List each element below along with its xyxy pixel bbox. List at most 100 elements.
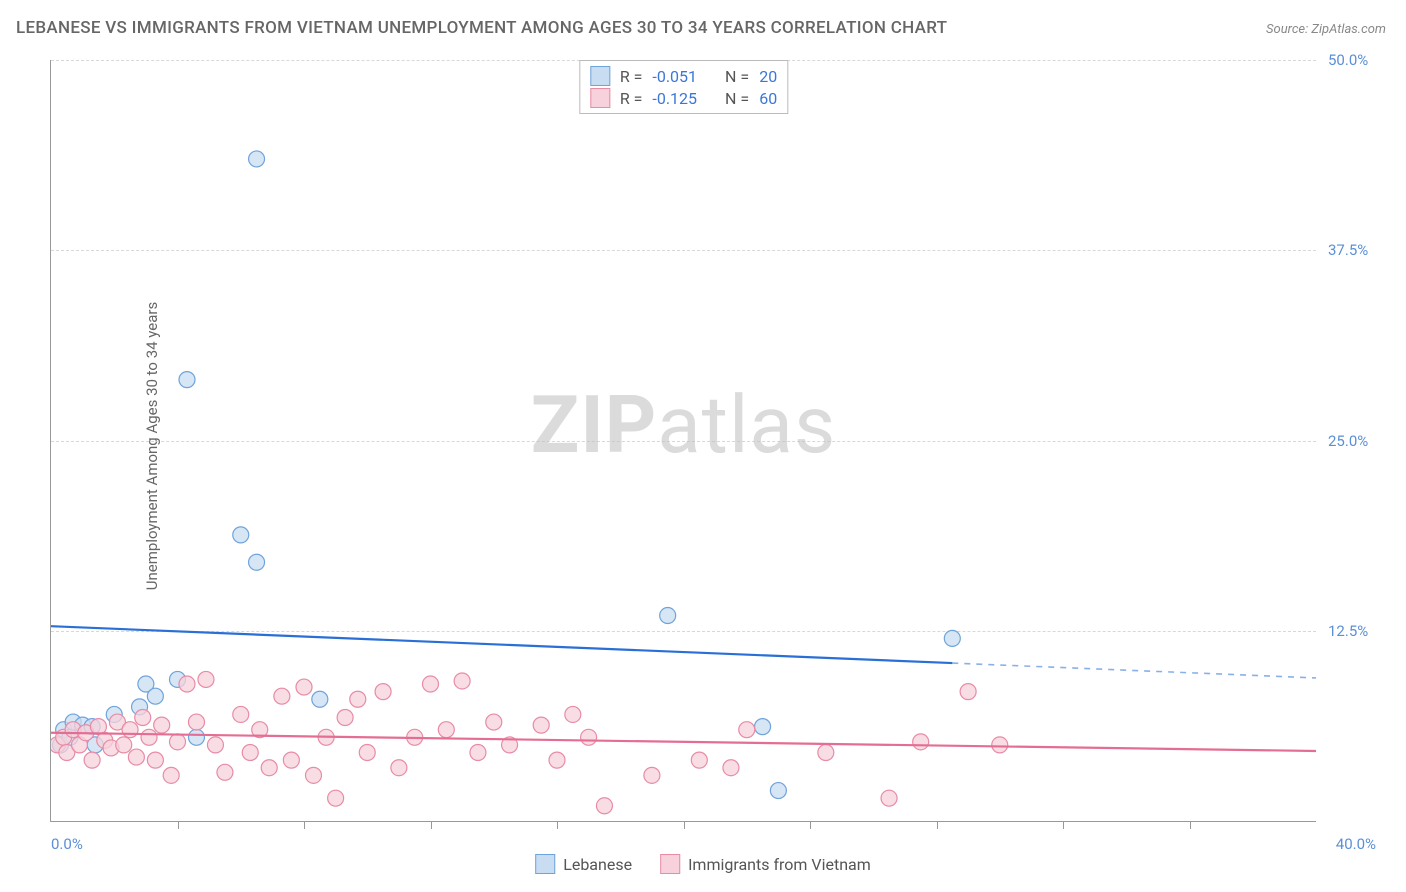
data-point — [283, 752, 299, 768]
y-tick-label: 50.0% — [1328, 51, 1388, 69]
data-point — [337, 710, 353, 726]
swatch-vietnam — [660, 854, 680, 874]
r-label: R = — [620, 67, 643, 86]
x-tick — [178, 821, 179, 829]
data-point — [596, 798, 612, 814]
x-tick — [1190, 821, 1191, 829]
data-point — [391, 760, 407, 776]
data-point — [739, 722, 755, 738]
y-tick-label: 37.5% — [1328, 241, 1388, 259]
data-point — [660, 608, 676, 624]
chart-title: LEBANESE VS IMMIGRANTS FROM VIETNAM UNEM… — [16, 18, 947, 38]
data-point — [188, 714, 204, 730]
data-point — [438, 722, 454, 738]
data-point — [375, 684, 391, 700]
data-point — [249, 151, 265, 167]
data-point — [723, 760, 739, 776]
stats-legend-row: R = -0.051 N = 20 — [590, 65, 777, 87]
legend-label: Immigrants from Vietnam — [688, 855, 871, 874]
data-point — [944, 630, 960, 646]
data-point — [913, 734, 929, 750]
x-tick — [304, 821, 305, 829]
y-tick-label: 12.5% — [1328, 622, 1388, 640]
data-point — [188, 729, 204, 745]
legend-item: Immigrants from Vietnam — [660, 854, 871, 874]
data-point — [147, 688, 163, 704]
data-point — [116, 737, 132, 753]
x-tick — [937, 821, 938, 829]
data-point — [770, 783, 786, 799]
stats-legend-row: R = -0.125 N = 60 — [590, 87, 777, 109]
n-label: N = — [725, 89, 749, 108]
data-point — [163, 767, 179, 783]
data-point — [960, 684, 976, 700]
swatch-lebanese — [535, 854, 555, 874]
data-point — [305, 767, 321, 783]
data-point — [170, 734, 186, 750]
data-point — [350, 691, 366, 707]
legend-label: Lebanese — [563, 855, 632, 874]
data-point — [261, 760, 277, 776]
data-point — [274, 688, 290, 704]
data-point — [233, 706, 249, 722]
data-point — [328, 790, 344, 806]
data-point — [207, 737, 223, 753]
x-tick — [684, 821, 685, 829]
swatch-series-0 — [590, 66, 610, 86]
legend-item: Lebanese — [535, 854, 632, 874]
r-label: R = — [620, 89, 643, 108]
r-value-1: -0.125 — [652, 89, 697, 108]
data-point — [454, 673, 470, 689]
data-point — [486, 714, 502, 730]
data-point — [198, 671, 214, 687]
x-tick-label: 0.0% — [51, 835, 83, 853]
plot-area: ZIPatlas R = -0.051 N = 20 R = -0.125 N … — [50, 60, 1316, 822]
data-point — [217, 764, 233, 780]
n-value-1: 60 — [759, 89, 777, 108]
plot-svg — [51, 60, 1316, 821]
data-point — [691, 752, 707, 768]
data-point — [154, 717, 170, 733]
data-point — [249, 554, 265, 570]
x-tick — [431, 821, 432, 829]
data-point — [122, 722, 138, 738]
data-point — [581, 729, 597, 745]
data-point — [992, 737, 1008, 753]
x-tick-label: 40.0% — [1336, 835, 1376, 853]
data-point — [84, 752, 100, 768]
data-point — [242, 745, 258, 761]
trend-line-extrapolated — [952, 663, 1316, 678]
data-point — [755, 719, 771, 735]
correlation-chart: LEBANESE VS IMMIGRANTS FROM VIETNAM UNEM… — [0, 0, 1406, 892]
data-point — [818, 745, 834, 761]
x-tick — [557, 821, 558, 829]
data-point — [312, 691, 328, 707]
series-legend: Lebanese Immigrants from Vietnam — [535, 854, 871, 874]
trend-line — [51, 733, 1316, 751]
n-value-0: 20 — [759, 67, 777, 86]
data-point — [549, 752, 565, 768]
trend-line — [51, 626, 952, 663]
source-attribution: Source: ZipAtlas.com — [1266, 22, 1386, 37]
n-label: N = — [725, 67, 749, 86]
data-point — [296, 679, 312, 695]
data-point — [233, 527, 249, 543]
r-value-0: -0.051 — [652, 67, 697, 86]
data-point — [179, 676, 195, 692]
data-point — [135, 710, 151, 726]
data-point — [644, 767, 660, 783]
data-point — [881, 790, 897, 806]
data-point — [423, 676, 439, 692]
data-point — [565, 706, 581, 722]
data-point — [359, 745, 375, 761]
data-point — [179, 372, 195, 388]
data-point — [141, 729, 157, 745]
data-point — [470, 745, 486, 761]
stats-legend: R = -0.051 N = 20 R = -0.125 N = 60 — [579, 60, 788, 114]
x-tick — [1063, 821, 1064, 829]
swatch-series-1 — [590, 88, 610, 108]
data-point — [128, 749, 144, 765]
data-point — [533, 717, 549, 733]
data-point — [147, 752, 163, 768]
x-tick — [810, 821, 811, 829]
